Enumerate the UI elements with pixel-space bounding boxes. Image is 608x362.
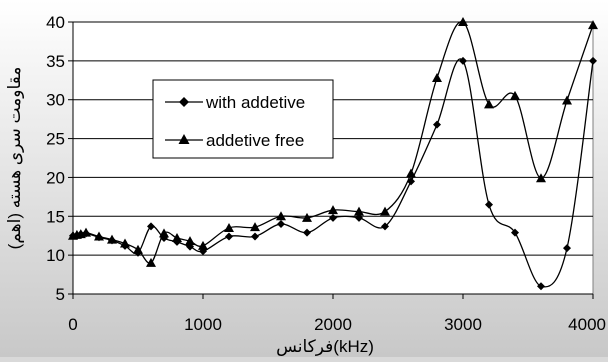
x-tick-label: 0 — [68, 315, 77, 334]
y-tick-label: 20 — [46, 168, 65, 187]
tick-labels: 5 10 15 20 25 30 35 40 0 1000 2000 3000 4000 — [46, 13, 606, 334]
series-1 — [68, 17, 598, 267]
data-point-triangle — [562, 95, 572, 105]
x-tick-label: 2000 — [314, 315, 352, 334]
data-point-triangle — [510, 90, 520, 100]
x-tick-label: 1000 — [184, 315, 222, 334]
data-point-triangle — [432, 72, 442, 82]
data-point-diamond — [433, 120, 441, 129]
data-point-triangle — [276, 211, 286, 221]
x-axis-title: فرکانس(kHz) — [276, 337, 374, 356]
data-point-triangle — [198, 240, 208, 250]
legend-marker-triangle-icon — [178, 134, 190, 144]
data-point-diamond — [459, 56, 467, 65]
data-point-diamond — [511, 228, 519, 237]
legend: with addetive addetive free — [152, 79, 334, 159]
data-point-triangle — [484, 99, 494, 109]
data-point-triangle — [224, 222, 234, 232]
data-point-diamond — [537, 282, 545, 291]
data-point-triangle — [458, 17, 468, 26]
y-axis-title: مقاومت سری هسته (اهم) — [5, 67, 25, 250]
data-point-triangle — [120, 238, 130, 248]
x-tick-label: 4000 — [568, 315, 606, 334]
legend-label-addetive-free: addetive free — [206, 131, 304, 150]
y-tick-label: 5 — [56, 285, 65, 304]
data-point-triangle — [328, 205, 338, 215]
data-point-triangle — [250, 222, 260, 232]
data-point-triangle — [406, 168, 416, 178]
legend-marker-diamond-icon — [179, 97, 189, 107]
data-point-diamond — [563, 244, 571, 253]
data-point-triangle — [107, 234, 117, 244]
data-point-diamond — [381, 222, 389, 231]
data-point-triangle — [302, 212, 312, 222]
y-tick-label: 30 — [46, 91, 65, 110]
y-tick-label: 40 — [46, 13, 65, 32]
series-layer — [68, 17, 598, 291]
y-tick-label: 15 — [46, 207, 65, 226]
y-tick-label: 25 — [46, 130, 65, 149]
data-point-diamond — [589, 56, 597, 65]
data-point-triangle — [588, 20, 598, 30]
data-point-diamond — [225, 232, 233, 241]
legend-box — [152, 79, 334, 159]
data-point-triangle — [159, 228, 169, 238]
legend-label-with-addetive: with addetive — [205, 93, 305, 112]
data-point-triangle — [354, 206, 364, 216]
data-point-triangle — [536, 173, 546, 183]
data-point-diamond — [277, 220, 285, 229]
data-point-diamond — [485, 200, 493, 209]
data-point-diamond — [355, 213, 363, 222]
data-point-triangle — [81, 227, 91, 237]
data-point-diamond — [147, 222, 155, 231]
y-tick-label: 10 — [46, 246, 65, 265]
data-point-diamond — [329, 213, 337, 222]
data-point-triangle — [185, 236, 195, 246]
data-point-diamond — [251, 232, 259, 241]
data-point-diamond — [303, 228, 311, 237]
data-point-triangle — [94, 231, 104, 241]
data-point-triangle — [380, 206, 390, 216]
y-tick-label: 35 — [46, 52, 65, 71]
x-tick-label: 3000 — [444, 315, 482, 334]
data-point-triangle — [146, 257, 156, 267]
data-point-triangle — [133, 244, 143, 254]
data-point-triangle — [172, 233, 182, 243]
